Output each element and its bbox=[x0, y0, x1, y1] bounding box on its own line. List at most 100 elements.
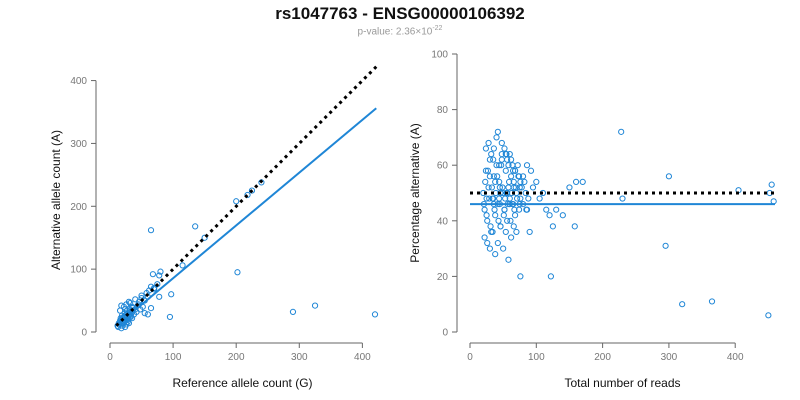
data-point bbox=[505, 162, 512, 169]
data-point bbox=[147, 305, 155, 312]
data-point bbox=[665, 173, 673, 180]
data-point bbox=[166, 313, 174, 321]
data-point bbox=[499, 184, 506, 191]
data-point bbox=[513, 195, 521, 202]
data-point bbox=[489, 228, 496, 236]
y-tick-label: 300 bbox=[70, 139, 87, 150]
data-point bbox=[483, 212, 490, 219]
data-point bbox=[371, 311, 379, 318]
data-point bbox=[513, 228, 520, 236]
data-point bbox=[502, 195, 509, 202]
data-point bbox=[234, 269, 241, 276]
data-point bbox=[679, 301, 686, 308]
data-point bbox=[157, 268, 164, 275]
data-point bbox=[553, 206, 560, 213]
data-point bbox=[517, 178, 524, 185]
data-point bbox=[517, 273, 524, 280]
data-point bbox=[488, 150, 495, 158]
x-tick-label: 100 bbox=[528, 352, 545, 363]
data-point bbox=[494, 239, 501, 247]
fit-line bbox=[115, 107, 377, 327]
data-point bbox=[512, 184, 519, 191]
data-point bbox=[487, 223, 494, 230]
data-point bbox=[533, 178, 540, 185]
data-point bbox=[156, 293, 163, 300]
pvalue-text: p-value: 2.36×10 bbox=[357, 26, 433, 38]
data-point bbox=[515, 173, 523, 180]
y-axis-title: Percentage alternative (A) bbox=[408, 123, 422, 262]
y-tick-label: 200 bbox=[70, 202, 87, 213]
data-point bbox=[486, 245, 493, 252]
data-point bbox=[521, 178, 528, 185]
data-point bbox=[492, 178, 499, 185]
data-point bbox=[481, 234, 488, 241]
data-point bbox=[201, 234, 208, 241]
y-tick-label: 20 bbox=[437, 272, 449, 283]
data-point bbox=[502, 228, 509, 236]
data-point bbox=[504, 217, 511, 224]
x-tick-label: 200 bbox=[594, 352, 611, 363]
data-point bbox=[571, 223, 578, 230]
chart-title: rs1047763 - ENSG00000106392 bbox=[275, 4, 525, 23]
data-point bbox=[543, 206, 550, 213]
y-axis-title: Alternative allele count (A) bbox=[49, 130, 63, 270]
data-point bbox=[708, 298, 716, 305]
data-point bbox=[118, 302, 125, 309]
data-point bbox=[481, 206, 488, 213]
data-point bbox=[492, 212, 499, 219]
y-tick-label: 40 bbox=[437, 216, 449, 227]
data-point bbox=[156, 272, 163, 279]
x-tick-label: 0 bbox=[467, 352, 473, 363]
data-point bbox=[141, 310, 148, 317]
data-point bbox=[149, 271, 157, 278]
data-point bbox=[507, 217, 514, 224]
data-point bbox=[523, 206, 530, 213]
data-point bbox=[490, 145, 497, 152]
data-point bbox=[147, 227, 155, 234]
data-point bbox=[559, 212, 566, 219]
y-tick-label: 100 bbox=[70, 265, 87, 276]
data-point bbox=[497, 189, 504, 197]
data-point bbox=[311, 302, 319, 309]
data-point bbox=[506, 178, 513, 185]
data-point bbox=[493, 162, 500, 169]
data-point bbox=[244, 191, 251, 199]
data-point bbox=[485, 139, 492, 147]
data-point bbox=[248, 187, 256, 194]
data-point bbox=[490, 173, 497, 180]
data-point bbox=[491, 206, 498, 213]
data-point bbox=[498, 156, 505, 163]
data-point bbox=[618, 128, 625, 135]
data-point bbox=[536, 195, 543, 202]
data-point bbox=[289, 308, 297, 315]
data-point bbox=[511, 206, 518, 213]
data-point bbox=[488, 184, 495, 191]
data-point bbox=[506, 150, 513, 158]
data-point bbox=[525, 195, 532, 202]
data-point bbox=[529, 184, 537, 191]
data-point bbox=[492, 251, 499, 258]
data-point bbox=[579, 178, 586, 185]
data-point bbox=[179, 262, 186, 269]
x-axis-title: Reference allele count (G) bbox=[172, 376, 312, 390]
data-point bbox=[493, 134, 500, 141]
data-point bbox=[496, 162, 503, 169]
data-point bbox=[497, 223, 504, 230]
data-point bbox=[566, 184, 573, 191]
data-point bbox=[514, 162, 521, 169]
data-point bbox=[519, 173, 527, 180]
data-point bbox=[132, 296, 139, 303]
data-point bbox=[485, 184, 492, 191]
data-point bbox=[490, 156, 497, 163]
data-point bbox=[482, 145, 490, 152]
data-point bbox=[508, 173, 515, 180]
x-tick-label: 300 bbox=[661, 352, 678, 363]
data-point bbox=[572, 178, 580, 185]
y-tick-label: 80 bbox=[437, 105, 449, 116]
data-point bbox=[486, 156, 493, 163]
data-point bbox=[511, 167, 519, 174]
data-point bbox=[502, 167, 509, 174]
data-point bbox=[144, 311, 151, 318]
pvalue-exponent: -22 bbox=[432, 25, 443, 32]
